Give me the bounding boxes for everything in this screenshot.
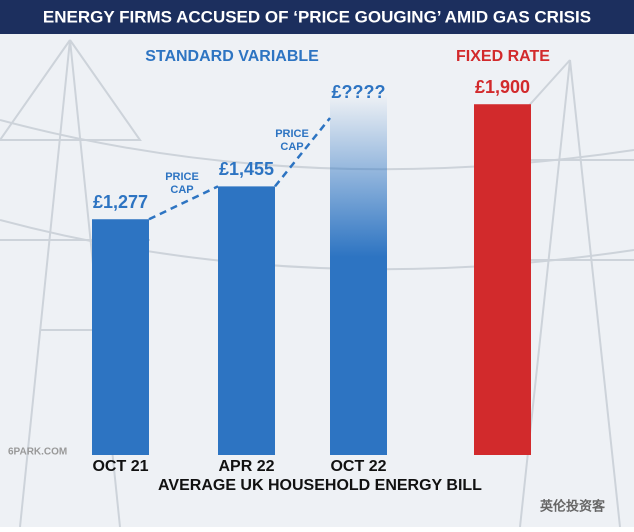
chart-title: ENERGY FIRMS ACCUSED OF ‘PRICE GOUGING’ … <box>43 7 591 26</box>
watermark: 6PARK.COM <box>8 447 67 458</box>
bar <box>330 95 387 455</box>
bar <box>218 186 275 455</box>
price-cap-connector <box>148 185 219 221</box>
annotation: PRICE CAP <box>165 171 199 196</box>
title-band <box>0 0 634 34</box>
x-tick-label: APR 22 <box>218 458 274 475</box>
pylon-illustration <box>0 39 634 528</box>
bar <box>474 104 531 455</box>
value-label: £1,455 <box>219 159 274 179</box>
value-label: £???? <box>332 82 386 102</box>
watermark: 英伦投资客 <box>539 498 606 513</box>
bar <box>92 219 149 455</box>
group-label: STANDARD VARIABLE <box>145 48 319 65</box>
annotation: PRICE CAP <box>275 128 309 153</box>
value-label: £1,900 <box>475 77 530 97</box>
x-axis-label: AVERAGE UK HOUSEHOLD ENERGY BILL <box>158 477 482 494</box>
x-tick-label: OCT 22 <box>330 458 386 475</box>
price-cap-connector <box>274 117 331 188</box>
x-tick-label: OCT 21 <box>92 458 148 475</box>
value-label: £1,277 <box>93 192 148 212</box>
group-label: FIXED RATE <box>456 48 550 65</box>
